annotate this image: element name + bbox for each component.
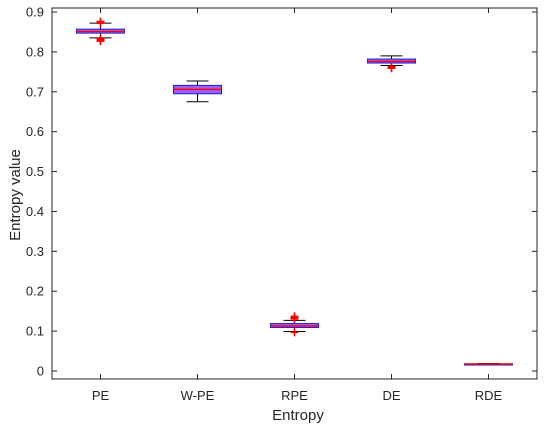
y-tick-label: 0 [37, 364, 44, 379]
outlier-marker [290, 312, 299, 321]
box-de [367, 55, 416, 73]
x-axis-label: Entropy [272, 407, 324, 424]
x-tick-label: PE [92, 388, 110, 403]
y-tick-label: 0.7 [26, 84, 44, 99]
x-tick-label: RPE [281, 388, 308, 403]
outlier-marker [290, 328, 299, 337]
outlier-marker [96, 34, 105, 43]
y-tick-label: 0.2 [26, 284, 44, 299]
x-tick-label: W-PE [181, 388, 215, 403]
box-w-pe [173, 80, 222, 103]
y-tick-label: 0.9 [26, 4, 44, 19]
y-tick-label: 0.3 [26, 244, 44, 259]
y-tick-label: 0.1 [26, 324, 44, 339]
box-rde [464, 362, 513, 366]
x-tick-label: DE [382, 388, 400, 403]
y-tick-label: 0.4 [26, 204, 44, 219]
axis-layer: 0 0.1 0.2 0.3 0.4 0.5 0.6 0.7 0.8 0.9 PE W-PE RPE DE R… [26, 4, 537, 403]
box-pe [76, 17, 125, 46]
outlier-marker [387, 62, 396, 71]
y-axis-label: Entropy value [7, 149, 24, 241]
x-tick-label: RDE [475, 388, 503, 403]
outlier-marker [96, 17, 105, 26]
y-tick-label: 0.8 [26, 44, 44, 59]
y-tick-label: 0.6 [26, 124, 44, 139]
y-tick-label: 0.5 [26, 164, 44, 179]
marks-layer [76, 17, 513, 366]
box-rpe [270, 312, 319, 337]
